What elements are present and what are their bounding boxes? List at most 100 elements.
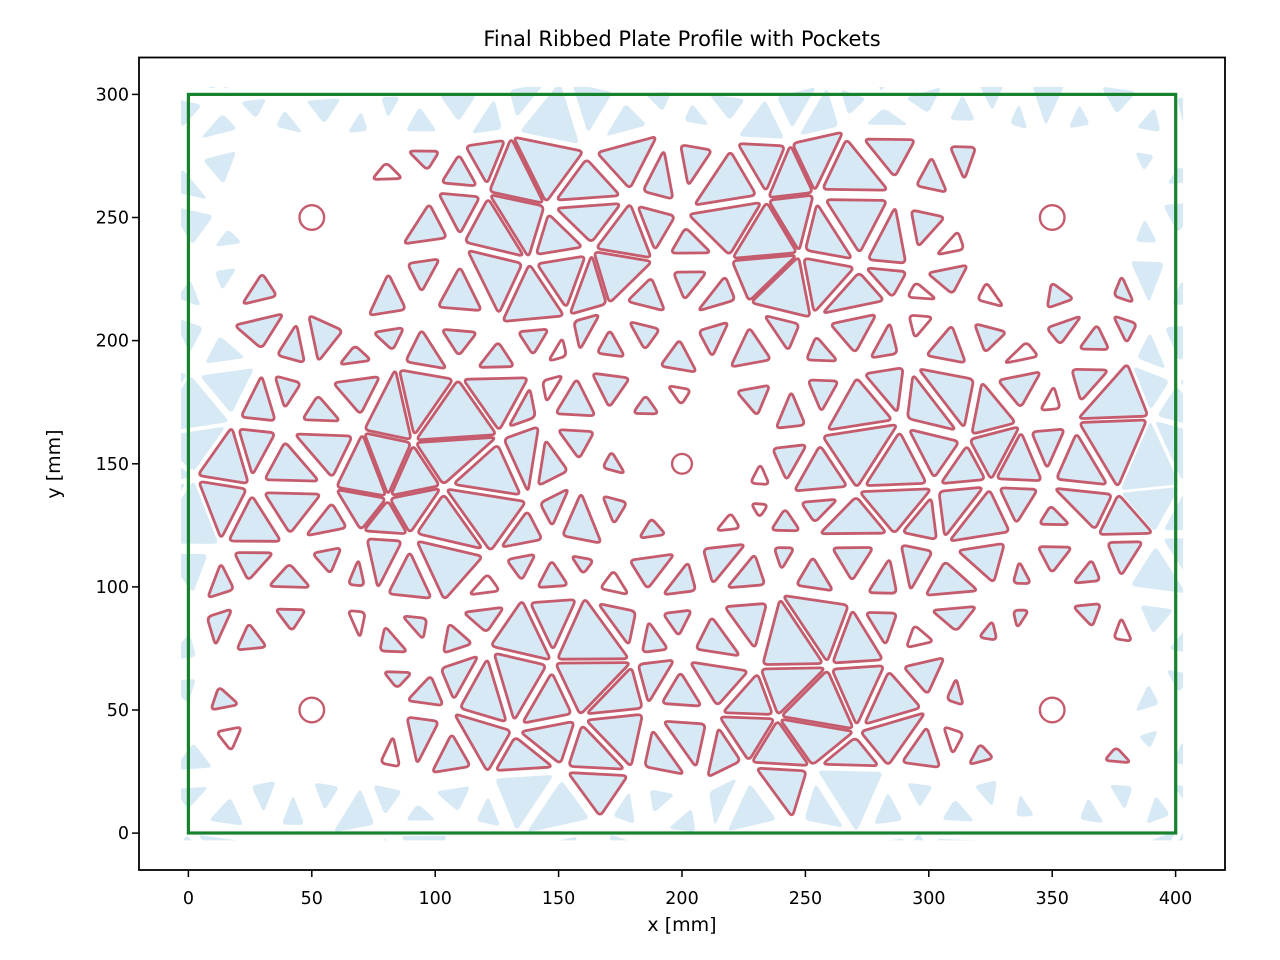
pocket-triangle (438, 192, 480, 234)
pocket-triangle (996, 433, 1042, 482)
pocket-triangle (308, 315, 343, 361)
pocket-triangle (408, 149, 439, 170)
pocket-triangle (720, 715, 775, 760)
pocket-triangle (463, 376, 528, 430)
pocket-triangle (490, 194, 545, 257)
pocket-triangle (919, 368, 975, 427)
pocket-wedge (206, 337, 244, 364)
pocket-triangle (374, 326, 404, 350)
pocket-triangle (831, 664, 884, 725)
pocket-triangle (866, 266, 907, 297)
pocket-triangles-layer (198, 131, 1152, 817)
pocket-triangle (568, 725, 624, 771)
pocket-triangle (725, 602, 767, 648)
pocket-triangle (679, 144, 712, 185)
pocket-triangle (417, 494, 483, 550)
pocket-triangle (783, 594, 849, 661)
pocket-triangle (832, 610, 883, 665)
pocket-triangle (464, 606, 504, 632)
pocket-triangle (446, 488, 526, 551)
pocket-wedge (349, 113, 367, 133)
pocket-triangle (336, 435, 387, 497)
x-tick-label: 400 (1159, 889, 1192, 909)
pocket-wedge (819, 770, 882, 830)
pocket-triangle (702, 543, 745, 584)
pocket-wedge (496, 775, 553, 829)
pocket-triangle (198, 480, 247, 538)
pocket-triangle (958, 542, 1005, 583)
pocket-wedge (204, 151, 236, 183)
pocket-triangle (210, 687, 238, 711)
pocket-wedge (460, 839, 463, 841)
pocket-triangle (600, 571, 629, 596)
pocket-triangle (803, 257, 854, 312)
pocket-triangle (906, 375, 956, 431)
pocket-triangle (794, 446, 847, 492)
pocket-triangle (416, 436, 496, 485)
pocket-wedge (1164, 538, 1184, 571)
pocket-triangle (668, 384, 691, 405)
pocket-triangle (801, 498, 837, 522)
pocket-triangle (548, 338, 567, 362)
pocket-triangle (562, 493, 602, 544)
pocket-triangle (442, 623, 472, 654)
pocket-triangle (521, 720, 575, 764)
pocket-triangle (823, 737, 878, 768)
pocket-triangle (916, 158, 947, 193)
pocket-triangle (1073, 560, 1101, 585)
pocket-triangle (1098, 494, 1152, 536)
pocket-triangle (489, 139, 544, 204)
y-tick-label: 100 (96, 578, 129, 598)
pocket-triangle (390, 487, 440, 533)
pocket-wedge (1177, 97, 1184, 121)
pocket-wedge (277, 112, 301, 133)
pocket-triangle (238, 428, 275, 475)
pocket-triangle (1113, 276, 1134, 303)
pocket-triangle (340, 345, 371, 366)
pocket-triangle (1078, 364, 1149, 420)
pocket-triangle (861, 712, 925, 765)
pocket-triangle (760, 666, 825, 715)
pocket-triangle (781, 670, 854, 730)
pocket-triangle (771, 509, 800, 533)
pocket-triangle (780, 718, 853, 765)
pocket-triangle (865, 611, 898, 645)
pocket-triangle (432, 734, 471, 774)
pocket-triangle (1055, 487, 1112, 529)
pocket-triangle (695, 617, 740, 657)
pocket-triangle (313, 547, 342, 574)
pocket-wedge (315, 783, 338, 809)
pocket-wedge (1080, 799, 1103, 823)
pocket-triangle (336, 488, 386, 530)
pocket-triangle (629, 321, 660, 350)
pocket-wedge (242, 99, 266, 117)
pocket-triangle (416, 380, 496, 442)
pocket-triangle (689, 201, 761, 255)
pocket-triangle (865, 432, 927, 487)
pocket-triangle (806, 336, 837, 363)
pocket-wedge (407, 805, 435, 821)
x-axis-label: x [mm] (647, 914, 716, 936)
pocket-triangle (751, 257, 811, 318)
pocket-triangle (1040, 386, 1061, 412)
pocket-triangle (663, 562, 697, 596)
pocket-triangle (698, 321, 729, 356)
pocket-triangle (537, 561, 568, 589)
y-tick-label: 200 (96, 332, 129, 352)
pocket-wedge (614, 793, 635, 823)
pocket-triangle (537, 255, 586, 307)
pocket-triangle (663, 720, 706, 767)
pocket-triangle (639, 518, 666, 539)
pocket-triangle (938, 486, 983, 536)
pocket-triangle (569, 255, 607, 315)
pocket-triangle (380, 737, 401, 768)
pocket-triangle (535, 214, 582, 256)
pocket-wedge (224, 87, 228, 89)
pocket-triangle (925, 561, 978, 597)
pocket-triangle (295, 432, 353, 477)
pocket-triangle (379, 627, 407, 654)
pocket-triangle (522, 673, 572, 724)
pocket-wedge (728, 785, 775, 831)
pocket-wedge (1132, 548, 1184, 593)
